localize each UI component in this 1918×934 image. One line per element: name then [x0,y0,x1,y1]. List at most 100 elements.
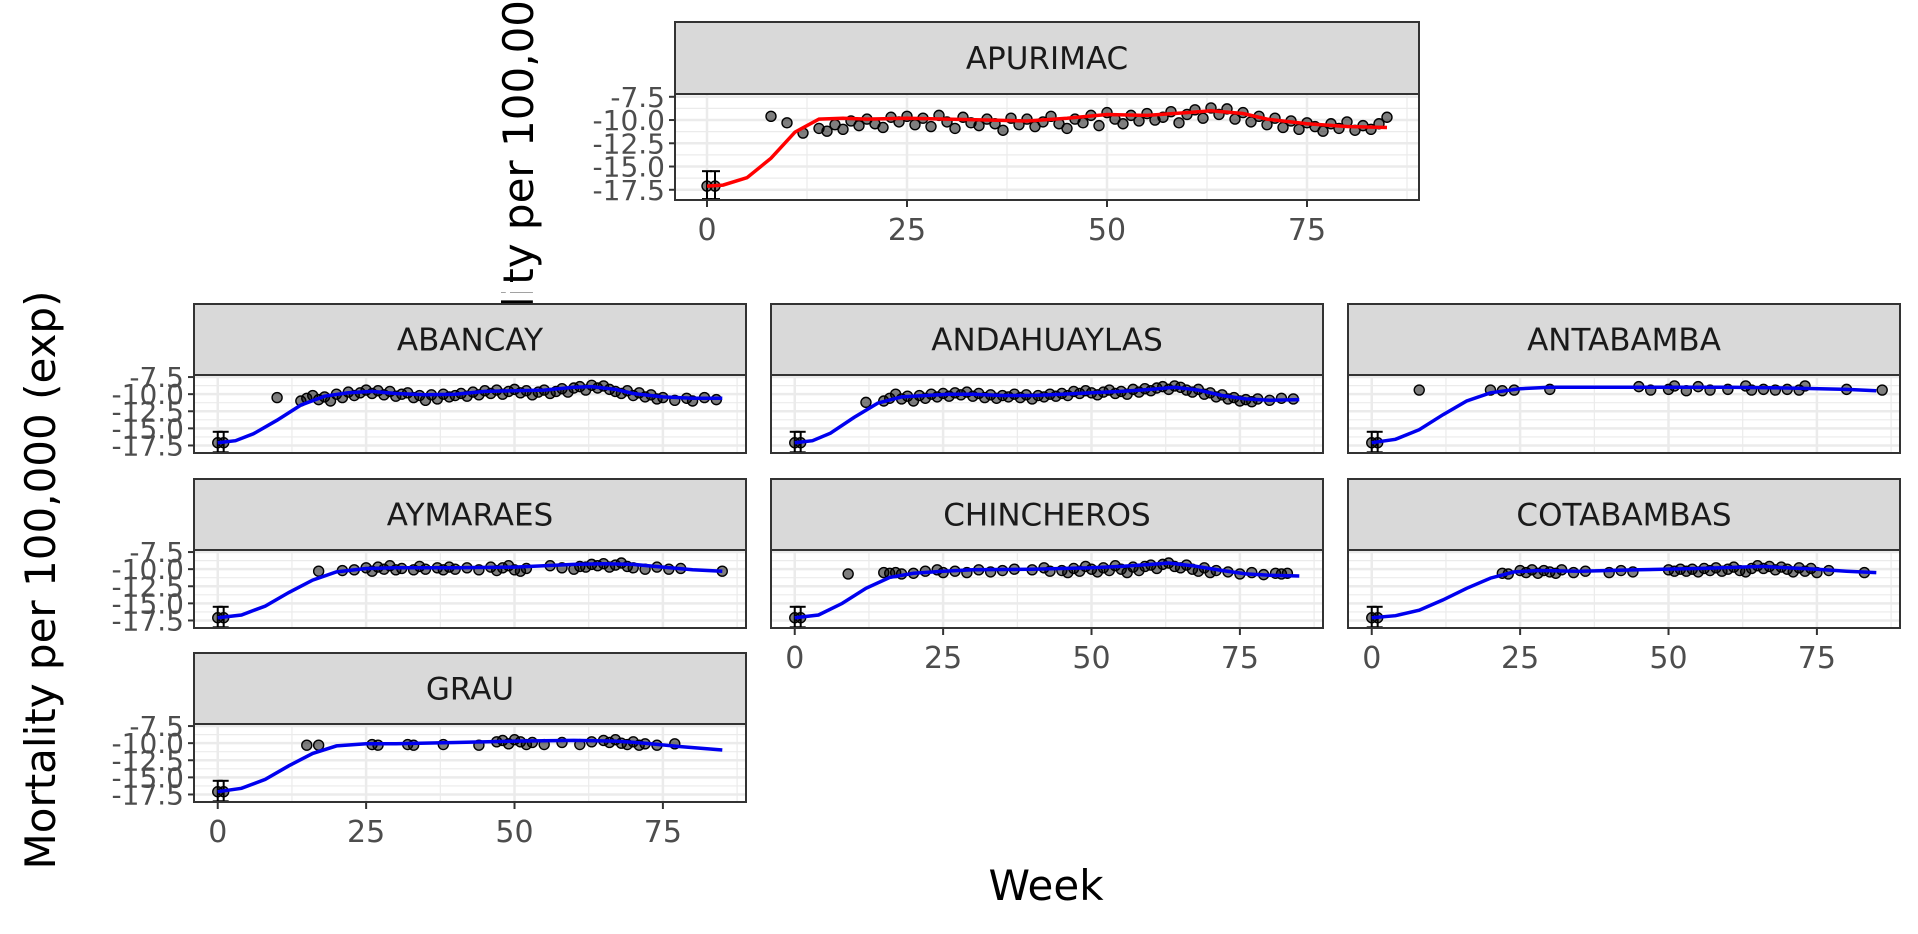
panel-border [1347,549,1901,629]
top-label-mask [500,282,660,292]
panel-aymaraes: AYMARAES -7.5-10.0-12.5-15.0-17.5 [112,478,747,637]
y-tick-label: -10.0 [112,553,184,586]
strip-title: ABANCAY [397,323,543,359]
panel-border [193,549,747,629]
data-point [301,739,313,751]
strip-title: AYMARAES [387,498,553,534]
y-tick-label: -17.5 [112,429,184,462]
strip-title: COTABAMBAS [1516,498,1731,534]
x-tick-label: 25 [347,815,385,850]
data-point [781,117,793,129]
panel-chincheros: CHINCHEROS 0 25 50 75 [770,478,1324,676]
data-point [1381,111,1393,123]
y-tick-label: -15.0 [112,587,184,620]
data-point [1061,122,1073,135]
strip-title: ANTABAMBA [1527,323,1721,359]
smooth-line [1371,385,1877,445]
strip-title: CHINCHEROS [943,498,1150,534]
panel-border [1347,374,1901,454]
data-point [925,120,937,133]
y-tick-label: -7.5 [610,81,665,114]
data-point [949,122,961,135]
panel-grau: GRAU -7.5-10.0-12.5-15.0-17.5 0 25 50 75 [112,652,747,850]
strip-background [674,21,1420,95]
panel-border [770,549,1324,629]
data-point [821,125,833,137]
panel-antabamba: ANTABAMBA [1347,303,1901,454]
panel-border [674,93,1420,201]
panel-apurimac: APURIMAC -7.5-10.0-12.5-15.0-17.5 0 25 50 75 [593,21,1420,248]
panel-background [675,94,1419,200]
x-tick-label: 0 [1362,641,1381,676]
smooth-line [794,561,1300,620]
y-tick-label: -12.5 [112,570,184,603]
x-tick-label: 50 [1088,213,1126,248]
x-tick-label: 25 [888,213,926,248]
y-tick-label: -7.5 [129,536,184,569]
y-tick-label: -12.5 [112,395,184,428]
y-tick-label: -15.0 [112,761,184,794]
x-tick-label: 25 [1501,641,1539,676]
smooth-line [217,738,723,794]
strip-background [1347,478,1901,551]
data-point [997,124,1009,136]
x-tick-label: 25 [924,641,962,676]
panel-background [194,724,746,802]
y-tick-label: -10.0 [112,378,184,411]
y-tick-label: -17.5 [112,604,184,637]
strip-background [770,303,1324,376]
strip-background [770,478,1324,551]
data-point [1133,115,1145,127]
x-tick-label: 50 [495,815,533,850]
strip-background [193,652,747,725]
y-tick-label: -12.5 [112,744,184,777]
y-axis-label: Mortality per 100,000 (exp) [16,291,65,870]
panel-abancay: ABANCAY -7.5-10.0-12.5-15.0-17.5 [112,303,747,462]
data-point [860,396,872,409]
smooth-line [217,384,723,445]
x-tick-label: 75 [1221,641,1259,676]
x-tick-label: 75 [1288,213,1326,248]
y-tick-label: -7.5 [129,361,184,394]
y-tick-label: -10.0 [112,727,184,760]
data-point [1173,117,1185,129]
y-tick-label: -12.5 [593,127,665,160]
strip-title: APURIMAC [966,41,1128,77]
strip-title: GRAU [426,672,514,708]
y-tick-label: -15.0 [112,412,184,445]
panel-background [1348,550,1900,628]
data-point [312,565,325,577]
panel-andahuaylas: ANDAHUAYLAS [770,303,1324,454]
panel-border [193,374,747,454]
data-point [1117,118,1129,130]
data-point [877,121,889,134]
data-point [1197,112,1209,124]
data-point [1093,119,1105,132]
x-axis-label: Week [988,861,1104,910]
strip-title: ANDAHUAYLAS [931,323,1163,359]
x-tick-label: 0 [208,815,227,850]
panel-border [770,374,1324,454]
panels-group: APURIMAC-7.5-10.0-12.5-15.0-17.50 25 50 75A… [112,21,1901,850]
data-point [1077,117,1089,129]
panel-cotabambas: COTABAMBAS 0 25 50 75 [1347,478,1901,676]
smooth-line [794,385,1300,445]
y-tick-label: -15.0 [593,151,665,184]
x-tick-label: 0 [785,641,804,676]
data-point [1317,125,1329,137]
data-point [271,391,283,404]
x-tick-label: 75 [644,815,682,850]
data-point [1876,384,1888,396]
x-tick-label: 50 [1649,641,1687,676]
data-point [765,110,777,123]
y-tick-label: -7.5 [129,710,184,743]
data-point [853,119,865,132]
data-point [1413,384,1425,396]
smooth-line [1371,564,1877,620]
strip-background [193,303,747,376]
x-tick-label: 0 [697,213,716,248]
panel-border [193,723,747,803]
y-tick-label: -10.0 [593,104,665,137]
data-point [842,568,854,580]
